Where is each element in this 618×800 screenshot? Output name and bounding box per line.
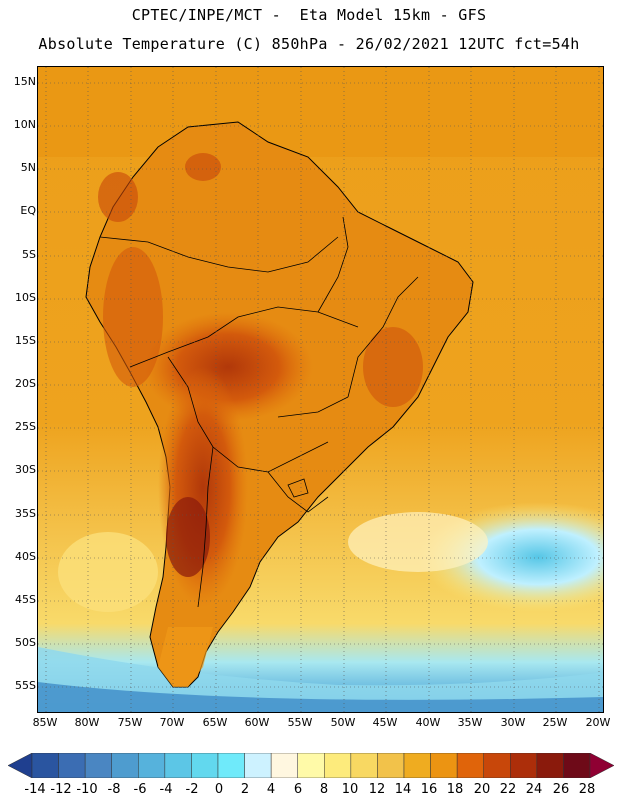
legend-swatch: [430, 753, 458, 778]
lat-label: 15S: [15, 334, 36, 347]
legend-label: 8: [319, 782, 329, 797]
lon-label: 75W: [117, 716, 143, 729]
lon-label: 40W: [415, 716, 441, 729]
temperature-map: [37, 66, 604, 713]
legend-swatch: [536, 753, 564, 778]
lon-label: 70W: [159, 716, 185, 729]
lon-label: 35W: [457, 716, 483, 729]
legend-swatch: [297, 753, 325, 778]
legend-swatch: [31, 753, 59, 778]
legend-label: 22: [499, 782, 517, 797]
lat-label: 30S: [15, 463, 36, 476]
legend-label: -4: [159, 782, 173, 797]
lat-label: 40S: [15, 550, 36, 563]
legend-swatch: [244, 753, 272, 778]
legend-swatch: [483, 753, 511, 778]
legend-label: -2: [185, 782, 199, 797]
lon-label: 25W: [542, 716, 568, 729]
legend-swatch: [403, 753, 431, 778]
lon-label: 80W: [74, 716, 100, 729]
lat-lon-grid: [38, 67, 603, 712]
lon-label: 20W: [585, 716, 611, 729]
legend-swatch: [217, 753, 245, 778]
legend-swatch: [350, 753, 378, 778]
legend-swatch: [84, 753, 112, 778]
color-legend: [8, 753, 614, 778]
legend-label: 16: [420, 782, 438, 797]
legend-label: 10: [341, 782, 359, 797]
legend-swatch: [164, 753, 192, 778]
legend-swatch: [563, 753, 591, 778]
lon-label: 30W: [500, 716, 526, 729]
legend-swatch: [270, 753, 298, 778]
lon-label: 45W: [372, 716, 398, 729]
legend-label: 6: [293, 782, 303, 797]
lat-label: 5N: [20, 161, 36, 174]
legend-swatch: [377, 753, 405, 778]
lat-label: 50S: [15, 636, 36, 649]
lat-label: 10S: [15, 291, 36, 304]
legend-label: 24: [525, 782, 543, 797]
map-subtitle: Absolute Temperature (C) 850hPa - 26/02/…: [38, 35, 580, 53]
legend-label: 4: [266, 782, 276, 797]
lat-label: 25S: [15, 420, 36, 433]
legend-swatch: [138, 753, 166, 778]
country-borders: [99, 216, 419, 608]
lat-label: 35S: [15, 507, 36, 520]
legend-label: 12: [368, 782, 386, 797]
lat-label: 20S: [15, 377, 36, 390]
legend-swatch: [324, 753, 352, 778]
lon-label: 65W: [202, 716, 228, 729]
lon-label: 50W: [330, 716, 356, 729]
legend-swatch: [456, 753, 484, 778]
legend-swatch: [111, 753, 139, 778]
legend-label: -14: [24, 782, 46, 797]
legend-arrow-high: [589, 753, 614, 778]
map-title: CPTEC/INPE/MCT - Eta Model 15km - GFS: [131, 6, 487, 24]
legend-swatch: [191, 753, 219, 778]
lat-label: 55S: [15, 679, 36, 692]
lon-label: 85W: [32, 716, 58, 729]
legend-label: 0: [214, 782, 224, 797]
lon-label: 60W: [244, 716, 270, 729]
lon-label: 55W: [287, 716, 313, 729]
lat-label: EQ: [20, 204, 36, 217]
legend-label: 28: [578, 782, 596, 797]
legend-label: 26: [552, 782, 570, 797]
legend-swatch: [58, 753, 86, 778]
legend-label: 14: [394, 782, 412, 797]
legend-label: 2: [240, 782, 250, 797]
lat-label: 45S: [15, 593, 36, 606]
lat-label: 10N: [13, 118, 36, 131]
legend-label: 20: [473, 782, 491, 797]
legend-label: -6: [133, 782, 147, 797]
lat-label: 5S: [22, 248, 36, 261]
lat-label: 15N: [13, 75, 36, 88]
legend-label: -10: [76, 782, 98, 797]
legend-label: 18: [446, 782, 464, 797]
legend-label: -8: [107, 782, 121, 797]
legend-swatch: [510, 753, 538, 778]
legend-arrow-low: [8, 753, 33, 778]
legend-label: -12: [50, 782, 72, 797]
